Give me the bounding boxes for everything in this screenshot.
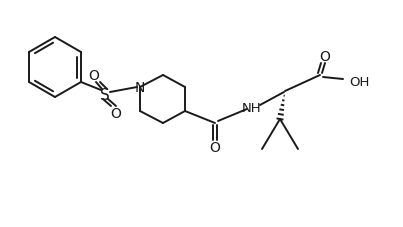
Text: O: O xyxy=(89,69,100,83)
Text: S: S xyxy=(100,87,110,102)
Text: O: O xyxy=(110,106,121,121)
Text: O: O xyxy=(210,140,220,154)
Text: O: O xyxy=(320,50,330,64)
Text: NH: NH xyxy=(242,101,262,114)
Text: OH: OH xyxy=(349,75,370,88)
Text: N: N xyxy=(135,81,145,95)
